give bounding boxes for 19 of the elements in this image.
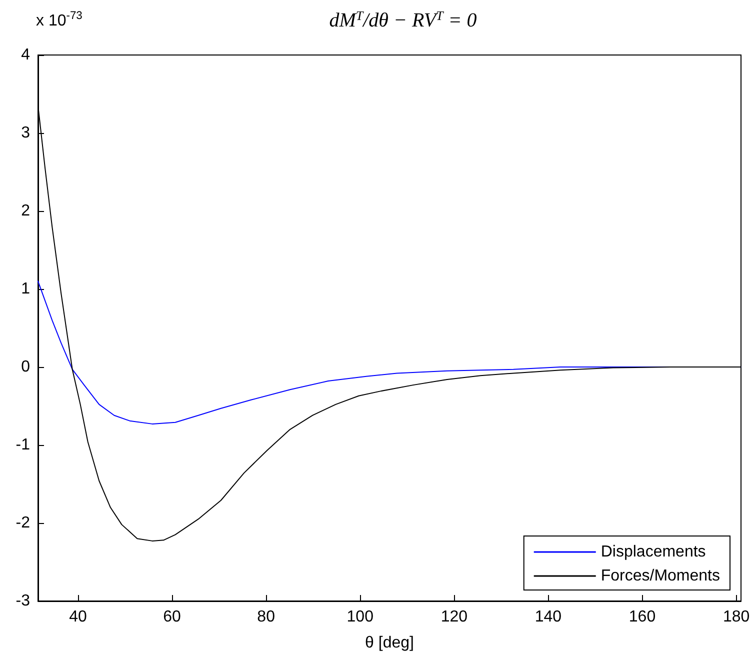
legend-label: Displacements — [600, 544, 706, 560]
x-tick-label: 80 — [257, 608, 276, 626]
x-tick-label: 40 — [69, 608, 87, 626]
y-tick-label: 1 — [21, 280, 30, 298]
legend-label: Forces/Moments — [600, 568, 720, 584]
x-tick-label: 160 — [628, 608, 656, 626]
x-tick-label: 60 — [163, 608, 182, 626]
x-tick-label: 100 — [346, 608, 374, 626]
y-tick-label: 0 — [21, 358, 30, 376]
x-tick-label: 140 — [534, 608, 562, 626]
y-tick-label: 3 — [21, 124, 30, 142]
y-tick-label: -1 — [16, 436, 30, 454]
y-tick-label: 4 — [21, 46, 30, 64]
x-tick-label: 120 — [440, 608, 468, 626]
y-tick-label: 2 — [21, 202, 30, 220]
y-tick-label: -3 — [16, 592, 30, 610]
y-tick-label: -2 — [16, 514, 30, 532]
x-axis-title: θ [deg] — [365, 634, 414, 652]
x-tick-label: 180 — [722, 608, 750, 626]
